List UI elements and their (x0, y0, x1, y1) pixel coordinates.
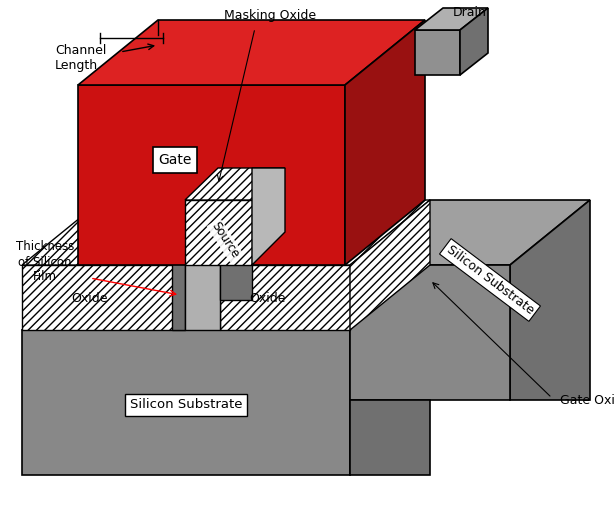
Polygon shape (510, 200, 590, 400)
Polygon shape (460, 8, 488, 75)
Text: Thickness
of Silicon
Film: Thickness of Silicon Film (16, 241, 74, 283)
Polygon shape (350, 200, 590, 265)
Text: Oxide: Oxide (72, 291, 108, 304)
Text: Gate: Gate (158, 153, 192, 167)
Polygon shape (172, 190, 185, 250)
Polygon shape (350, 200, 430, 330)
Polygon shape (22, 265, 185, 330)
Polygon shape (415, 8, 488, 30)
Polygon shape (252, 168, 285, 265)
Text: Oxide: Oxide (250, 291, 286, 304)
Text: Masking Oxide: Masking Oxide (224, 9, 316, 22)
Polygon shape (350, 265, 430, 475)
Polygon shape (78, 85, 345, 265)
Polygon shape (220, 265, 350, 330)
Polygon shape (220, 200, 430, 265)
Polygon shape (350, 265, 510, 400)
Polygon shape (345, 20, 425, 265)
Polygon shape (22, 265, 430, 330)
Polygon shape (172, 250, 185, 330)
Polygon shape (220, 130, 252, 300)
Polygon shape (78, 20, 425, 85)
Text: Source: Source (209, 219, 241, 261)
Polygon shape (22, 330, 350, 475)
Text: Gate Oxide: Gate Oxide (560, 393, 614, 406)
Polygon shape (350, 400, 430, 475)
Polygon shape (415, 30, 460, 75)
Text: Drain: Drain (453, 6, 487, 19)
Polygon shape (185, 200, 252, 265)
Polygon shape (185, 160, 220, 330)
Polygon shape (185, 168, 285, 200)
Polygon shape (185, 130, 252, 160)
Text: Silicon Substrate: Silicon Substrate (130, 399, 243, 411)
Text: Silicon Substrate: Silicon Substrate (444, 243, 536, 317)
Polygon shape (22, 200, 262, 265)
Text: Channel
Length: Channel Length (55, 44, 106, 72)
